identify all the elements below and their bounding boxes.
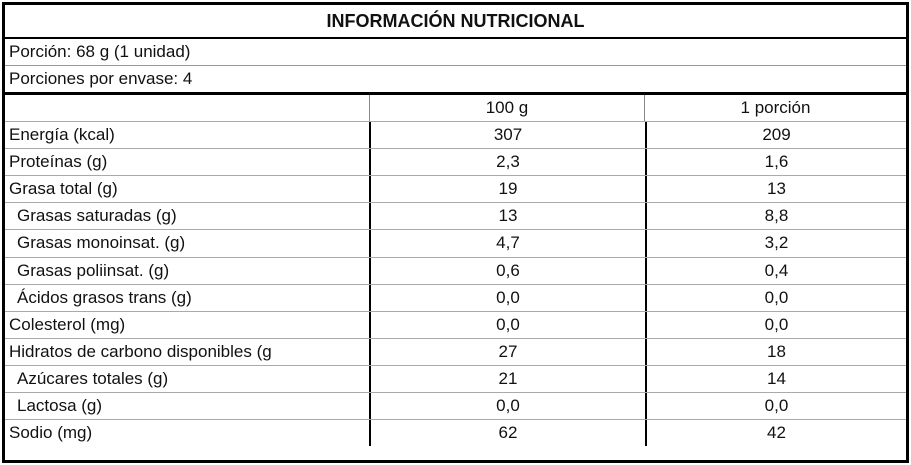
table-row: Grasas poliinsat. (g) 0,6 0,4 [5, 257, 906, 285]
cell-value: 0,0 [369, 393, 645, 420]
column-header: 100 g [369, 95, 644, 122]
table-row: Proteínas (g) 2,3 1,6 [5, 149, 906, 177]
cell-value: 0,0 [369, 284, 645, 311]
cell-value: 3,2 [645, 230, 906, 257]
row-label: Azúcares totales (g) [17, 368, 169, 388]
row-label: Sodio (mg) [9, 423, 93, 443]
row-label: Ácidos grasos trans (g) [17, 287, 192, 307]
table-row: Grasa total (g) 19 13 [5, 176, 906, 204]
cell-value: 2,3 [369, 149, 645, 176]
column-header: 1 porción [644, 95, 906, 122]
cell-value: 1,6 [645, 149, 906, 176]
row-label: Hidratos de carbono disponibles (g [9, 341, 272, 361]
serving-line: Porciones por envase: 4 [5, 66, 906, 95]
row-label: Colesterol (mg) [9, 314, 126, 334]
cell-value: 27 [369, 338, 645, 365]
header-cell [5, 95, 369, 121]
serving-line: Porción: 68 g (1 unidad) [5, 39, 906, 66]
cell-value: 0,0 [369, 311, 645, 338]
cell-value: 19 [369, 176, 645, 203]
cell-value: 18 [645, 338, 906, 365]
cell-value: 209 [645, 122, 906, 149]
cell-value: 0,0 [645, 284, 906, 311]
cell-value: 307 [369, 122, 645, 149]
table-row: Lactosa (g) 0,0 0,0 [5, 393, 906, 421]
cell-value: 0,4 [645, 257, 906, 284]
table-row: Grasas saturadas (g) 13 8,8 [5, 203, 906, 231]
table-row: Azúcares totales (g) 21 14 [5, 365, 906, 394]
cell-value: 42 [645, 420, 906, 447]
table-row: Sodio (mg) 62 42 [5, 420, 906, 447]
table-title: INFORMACIÓN NUTRICIONAL [5, 5, 906, 39]
table-row: Colesterol (mg) 0,0 0,0 [5, 311, 906, 339]
cell-value: 13 [369, 203, 645, 230]
row-label: Grasas poliinsat. (g) [17, 260, 170, 280]
row-label: Grasa total (g) [9, 179, 118, 199]
cell-value: 0,0 [645, 311, 906, 338]
table-row: Hidratos de carbono disponibles (g 27 18 [5, 338, 906, 366]
row-label: Lactosa (g) [17, 396, 103, 416]
table-row: Grasas monoinsat. (g) 4,7 3,2 [5, 230, 906, 258]
table-row: Energía (kcal) 307 209 [5, 122, 906, 150]
cell-value: 14 [645, 365, 906, 393]
cell-value: 8,8 [645, 203, 906, 230]
row-label: Proteínas (g) [9, 152, 108, 172]
cell-value: 0,0 [645, 393, 906, 420]
row-label: Energía (kcal) [9, 125, 115, 145]
row-label: Grasas saturadas (g) [17, 206, 177, 226]
cell-value: 62 [369, 420, 645, 447]
cell-value: 13 [645, 176, 906, 203]
cell-value: 21 [369, 365, 645, 393]
serving-info: Porción: 68 g (1 unidad) Porciones por en… [5, 39, 906, 95]
table-row: Ácidos grasos trans (g) 0,0 0,0 [5, 284, 906, 312]
cell-value: 4,7 [369, 230, 645, 257]
row-label: Grasas monoinsat. (g) [17, 233, 186, 253]
cell-value: 0,6 [369, 257, 645, 284]
